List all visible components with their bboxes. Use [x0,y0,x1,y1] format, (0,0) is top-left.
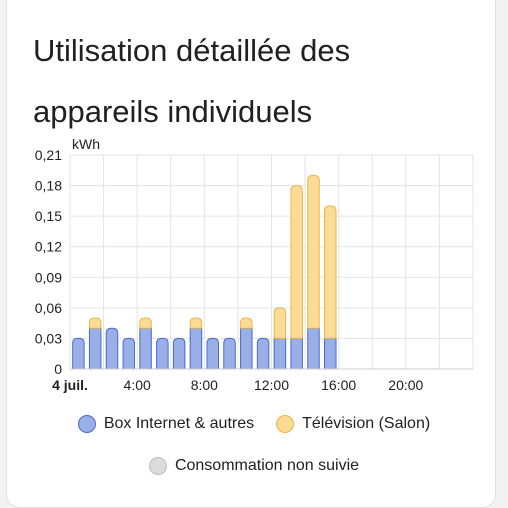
bar-television [189,317,203,329]
bar-box-internet [273,337,287,370]
legend-label-box-internet: Box Internet & autres [103,415,255,432]
bar-box-internet [324,337,337,370]
y-tick-label: 0,21 [35,147,62,163]
bar-television [240,317,253,329]
legend-swatch-television [276,415,295,433]
bar-television [324,205,337,339]
y-tick-label: 0,18 [35,178,62,194]
bar-box-internet [156,337,169,370]
y-tick-label: 0,03 [35,330,62,346]
legend-swatch-box-internet [77,415,96,433]
bar-television [88,317,102,329]
bar-box-internet [122,337,136,370]
legend-item-box-internet[interactable]: Box Internet & autres [77,415,255,433]
bar-box-internet [105,327,119,370]
bar-box-internet [189,327,203,370]
bar-television [273,307,287,339]
bar-chart: 0 0,03 0,06 0,09 0,12 0,15 0,18 0,21 kWh 4 juil. 4… [35,136,474,393]
x-tick-label: 4:00 [124,377,151,393]
legend-label-untracked: Consommation non suivie [174,457,360,474]
y-tick-label: 0,12 [35,239,62,255]
y-tick-label: 0,15 [35,208,62,224]
bar-box-internet [256,337,270,370]
bar-box-internet [307,327,320,370]
bar-television [139,317,152,329]
y-axis-unit: kWh [72,136,100,152]
legend-item-untracked[interactable]: Consommation non suivie [148,457,360,475]
bar-box-internet [290,337,303,370]
legend-swatch-untracked [148,457,167,475]
bar-television [307,174,320,329]
bar-box-internet [223,337,236,370]
y-tick-label: 0,09 [35,269,62,285]
legend-row-1: Box Internet & autres Télévision (Salon) [0,415,508,433]
legend-label-television: Télévision (Salon) [302,415,431,432]
x-tick-label: 4 juil. [52,377,88,393]
x-tick-label: 20:00 [388,377,423,393]
x-tick-label: 8:00 [191,377,218,393]
x-tick-label: 12:00 [254,377,289,393]
bar-box-internet [139,327,152,370]
legend-item-television[interactable]: Télévision (Salon) [276,415,430,433]
y-tick-label: 0,06 [35,300,62,316]
bar-box-internet [172,337,186,370]
bar-box-internet [88,327,102,370]
x-tick-label: 16:00 [321,377,356,393]
bar-box-internet [240,327,253,370]
y-tick-label: 0 [54,361,62,377]
bar-box-internet [206,337,219,370]
bar-television [290,185,303,339]
legend-row-2: Consommation non suivie [0,457,508,475]
card-title: Utilisation détaillée des appareils indi… [33,33,351,129]
bar-box-internet [72,337,85,370]
